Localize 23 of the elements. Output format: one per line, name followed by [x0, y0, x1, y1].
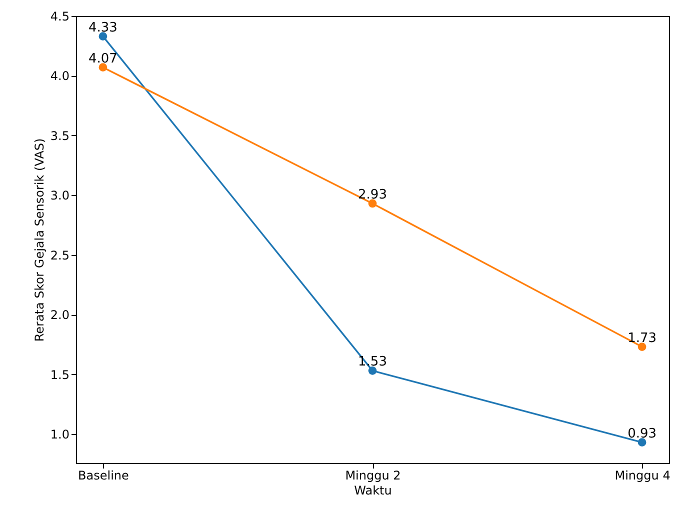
y-tick-label: 3.0 — [50, 188, 70, 203]
data-label: 4.07 — [88, 51, 118, 66]
point — [368, 199, 377, 208]
x-tick-label: Baseline — [78, 468, 129, 482]
point — [638, 438, 646, 447]
point — [98, 32, 108, 40]
x-tick-label: Minggu 2 — [345, 468, 401, 482]
data-label: 1.73 — [628, 330, 657, 346]
y-tick-label: 1.5 — [50, 368, 70, 382]
data-label: 2.93 — [358, 187, 387, 202]
y-tick-label: 3.5 — [50, 128, 70, 143]
y-tick-label: 2.0 — [50, 308, 70, 322]
x-tick-label: Minggu 4 — [614, 468, 670, 482]
point — [638, 342, 646, 351]
y-tick-label: 2.5 — [50, 248, 70, 262]
data-label: 4.33 — [88, 20, 118, 36]
data-label: 0.93 — [628, 426, 657, 442]
y-tick-label: 4.0 — [50, 69, 70, 84]
y-axis-title: Rerata Skor Gejala Sensorik (VAS) — [32, 138, 46, 342]
x-axis-title: Waktu — [354, 484, 392, 498]
y-tick-label: 1.0 — [50, 427, 70, 442]
y-tick-label: 4.5 — [50, 10, 70, 24]
point — [98, 63, 108, 72]
